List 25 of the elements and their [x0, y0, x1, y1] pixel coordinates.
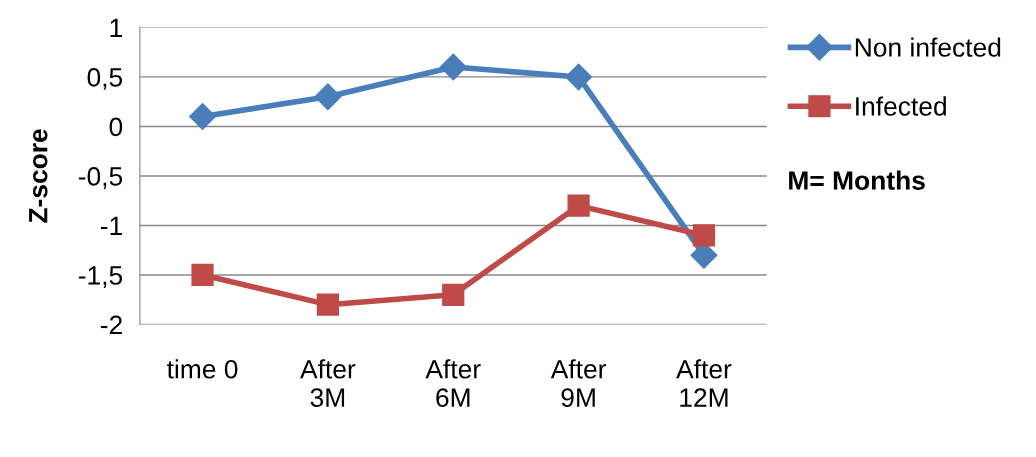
point: [565, 63, 593, 91]
point: [316, 293, 340, 316]
point: [439, 53, 467, 81]
y-tick-label: 0,5: [87, 68, 123, 90]
point: [442, 283, 465, 306]
point: [191, 263, 214, 287]
y-tick-label: -1: [100, 216, 122, 236]
point: [567, 194, 590, 217]
y-tick-label: -1,5: [78, 266, 123, 288]
y-tick-label: 0: [109, 117, 123, 137]
legend-label: Infected: [856, 96, 946, 116]
x-tick-label: After 6M: [425, 359, 481, 407]
y-tick-label: 1: [110, 18, 122, 37]
point: [314, 83, 342, 111]
text: M= Months: [789, 170, 925, 190]
x-tick-label: time 0: [167, 359, 238, 379]
point: [189, 103, 216, 130]
x-tick-label: After 3M: [300, 359, 356, 407]
legend-label: Non infected: [855, 37, 1001, 57]
x-tick-label: After 12M: [676, 359, 732, 407]
y-tick-label: -2: [100, 315, 122, 335]
y-tick-label: -0,5: [78, 167, 123, 189]
x-tick-label: After 9M: [550, 359, 607, 407]
point: [692, 224, 716, 247]
y-axis-title: Z-score: [29, 129, 48, 223]
